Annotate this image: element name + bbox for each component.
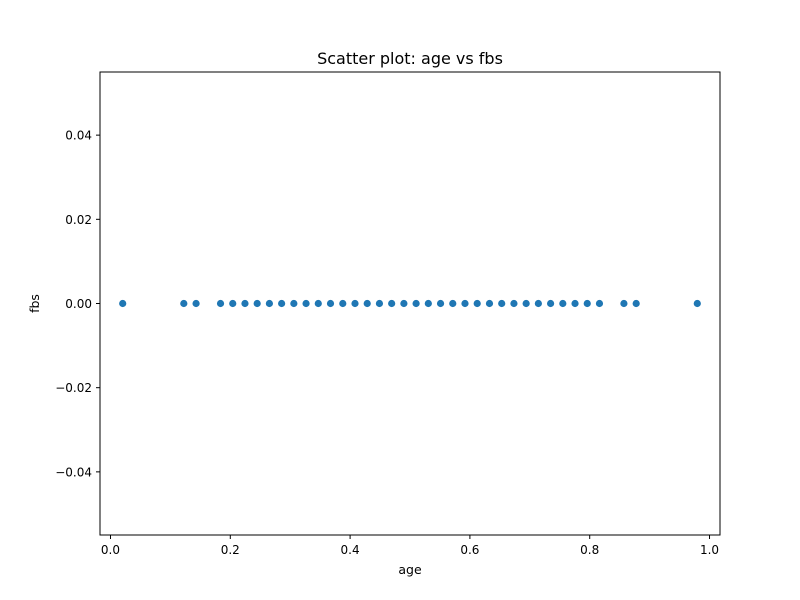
- data-point: [424, 299, 432, 308]
- y-tick-label: −0.04: [55, 465, 92, 479]
- data-point: [119, 299, 127, 308]
- data-point: [559, 299, 567, 308]
- x-tick-label: 0.6: [460, 543, 479, 557]
- data-point: [388, 299, 396, 308]
- data-point: [571, 299, 579, 308]
- data-point: [339, 299, 347, 308]
- x-tick-label: 0.8: [580, 543, 599, 557]
- data-point: [485, 299, 494, 308]
- data-point: [363, 299, 371, 308]
- data-point: [632, 299, 640, 308]
- data-point: [192, 299, 200, 308]
- data-point: [473, 299, 481, 308]
- data-point: [412, 299, 420, 308]
- data-point: [375, 299, 384, 308]
- x-axis-label: age: [398, 562, 422, 577]
- data-point: [436, 299, 445, 308]
- data-point: [595, 299, 604, 308]
- y-axis-label: fbs: [27, 294, 42, 313]
- data-point: [351, 299, 359, 308]
- x-tick-label: 1.0: [700, 543, 719, 557]
- data-point: [461, 299, 469, 308]
- y-tick-label: −0.02: [55, 381, 92, 395]
- data-point: [510, 299, 518, 308]
- data-point: [253, 299, 261, 308]
- data-point: [400, 299, 408, 308]
- data-point: [522, 299, 530, 308]
- data-point: [265, 299, 274, 308]
- chart-title: Scatter plot: age vs fbs: [317, 49, 503, 68]
- x-tick-label: 0.0: [101, 543, 120, 557]
- data-point: [216, 299, 225, 308]
- data-point: [498, 299, 506, 308]
- data-point: [241, 299, 249, 308]
- x-tick-label: 0.2: [221, 543, 240, 557]
- data-point: [326, 299, 335, 308]
- y-tick-label: 0.00: [65, 297, 92, 311]
- data-point: [278, 299, 286, 308]
- data-point: [180, 299, 188, 308]
- y-axis-ticks: 0.04 0.02 0.00 −0.02 −0.04: [55, 129, 100, 479]
- data-point: [314, 299, 322, 308]
- data-point: [620, 299, 628, 308]
- y-tick-label: 0.04: [65, 129, 92, 143]
- data-point: [546, 299, 555, 308]
- data-point: [290, 299, 298, 308]
- data-point: [693, 299, 701, 308]
- data-point: [229, 299, 237, 308]
- data-point: [302, 299, 310, 308]
- x-axis-ticks: 0.0 0.2 0.4 0.6 0.8 1.0: [101, 535, 719, 557]
- x-tick-label: 0.4: [341, 543, 360, 557]
- data-point: [534, 299, 542, 308]
- data-points: [119, 299, 701, 308]
- data-point: [449, 299, 457, 308]
- y-tick-label: 0.02: [65, 213, 92, 227]
- data-point: [583, 299, 591, 308]
